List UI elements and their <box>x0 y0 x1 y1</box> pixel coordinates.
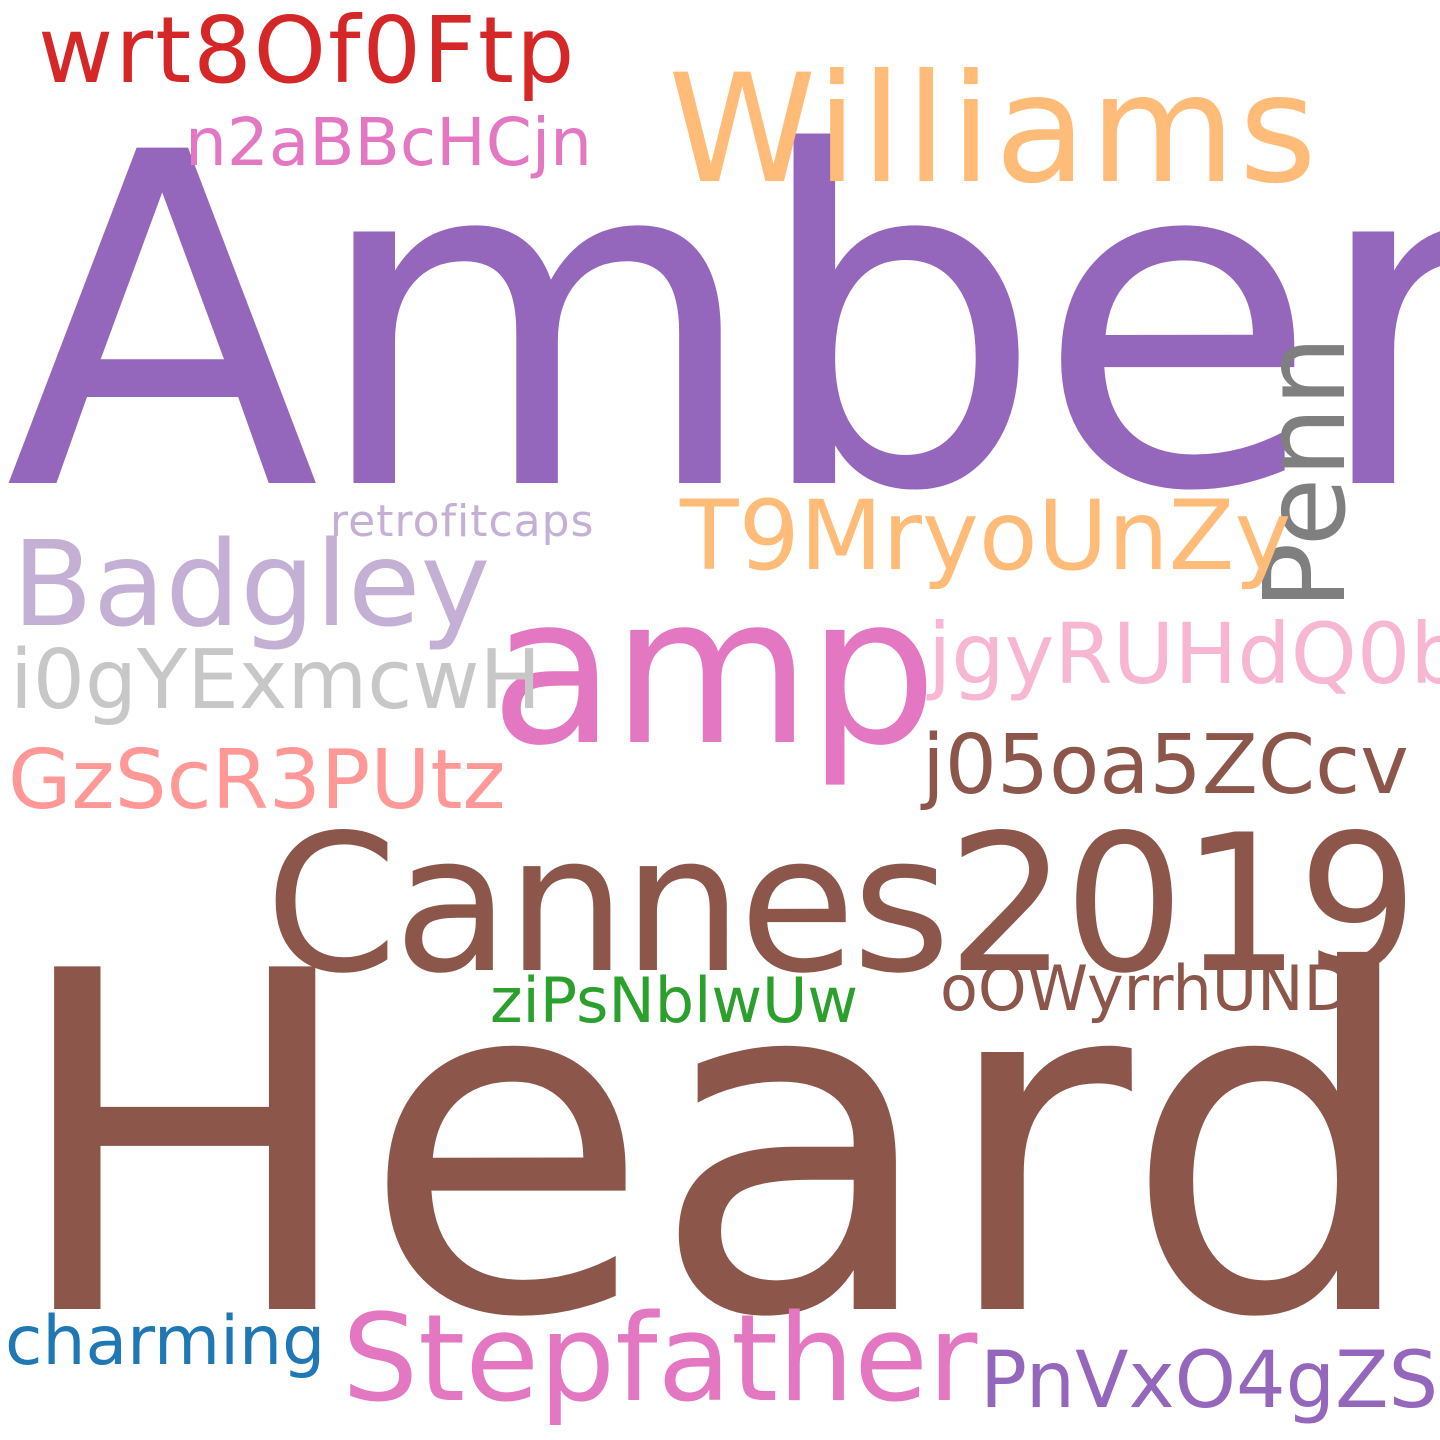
word-t9mryounzy: T9MryoUnZy <box>680 480 1292 592</box>
word-wrt8of0ftp: wrt8Of0Ftp <box>38 0 577 104</box>
word-oowyrrhund: oOWyrrhUND <box>940 952 1352 1025</box>
word-amber: Amber <box>5 57 1440 592</box>
word-zipsnblwuw: ziPsNblwUw <box>490 964 859 1037</box>
word-i0gyexmcwh: i0gYExmcwH <box>10 633 542 728</box>
word-amp: amp <box>490 553 937 791</box>
word-stepfather: Stepfather <box>342 1290 978 1429</box>
word-pnvxo4gzsl: PnVxO4gZSl <box>980 1336 1440 1426</box>
word-charming: charming <box>5 1302 326 1381</box>
word-j05oa5zccv: j05oa5ZCcv <box>922 718 1409 813</box>
word-badgley: Badgley <box>12 515 491 653</box>
word-williams: Williams <box>668 43 1320 217</box>
word-n2abbchcjn: n2aBBcHCjn <box>185 104 592 181</box>
word-heard: Heard <box>8 873 1422 1420</box>
word-gzscr3putz: GzScR3PUtz <box>8 733 506 828</box>
word-retrofitcaps: retrofitcaps <box>330 496 595 547</box>
word-cannes2019: Cannes2019 <box>265 794 1418 1015</box>
word-jgyruhdq0b: jgyRUHdQ0b <box>928 605 1440 703</box>
